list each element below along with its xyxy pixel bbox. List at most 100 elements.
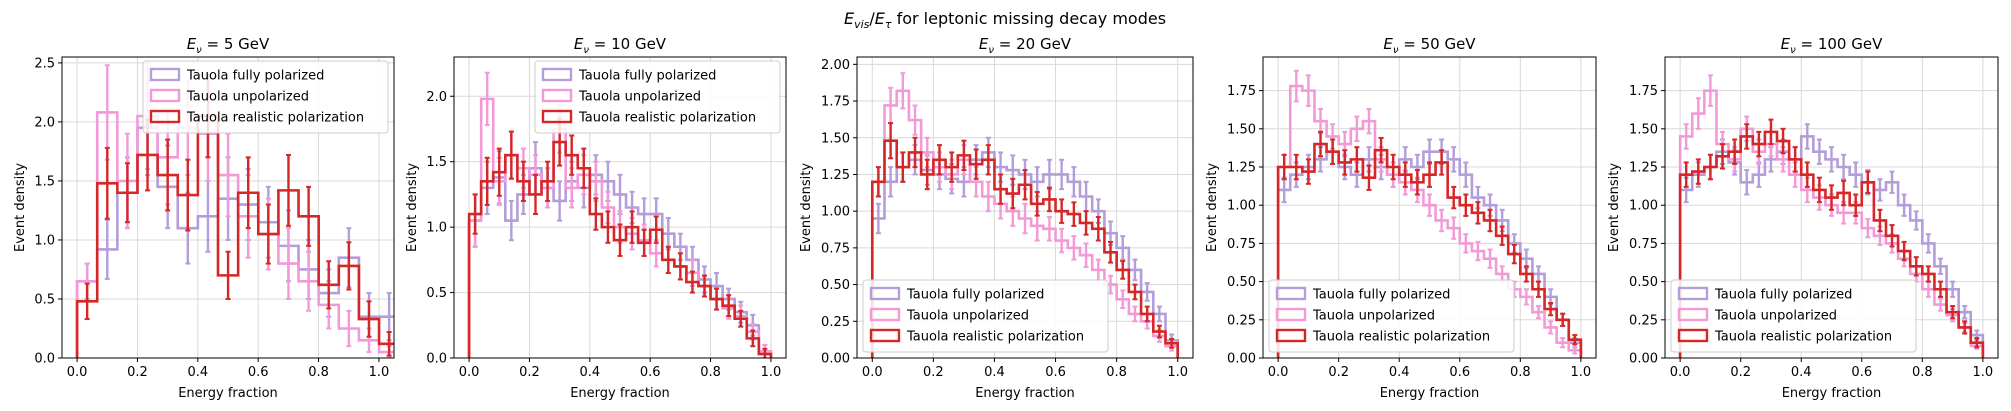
legend-box [142,60,389,134]
error-bar [1132,283,1138,301]
error-bar [1925,233,1931,254]
error-bar [1962,305,1968,320]
y-tick-label: 1.75 [821,95,850,110]
legend: Tauola fully polarized Tauola unpolarized… [534,60,781,134]
legend-label: Tauola fully polarized [906,288,1044,303]
error-bar [285,153,291,227]
error-bar [1560,337,1566,349]
error-bar [617,223,623,257]
panels: 0.0 0.2 0.4 0.6 0.8 1.0 0.0 0.5 1.0 1.5 2.0 2.5 Ener… [13,35,1999,401]
legend-item: Tauola unpolarized [541,88,701,105]
y-tick-label: 1.50 [1629,122,1658,137]
histogram-step [1678,89,1985,358]
legend-box [534,60,781,134]
x-tick-label: 0.2 [519,365,540,380]
x-tick-label: 0.8 [1510,365,1531,380]
legend: Tauola fully polarized Tauola unpolarized… [142,60,389,134]
x-tick-label: 0.0 [1268,365,1289,380]
panel-title: Eν = 20 GeV [979,35,1072,56]
legend-box [862,279,1109,353]
error-bar [124,162,130,224]
y-tick-label: 1.00 [1629,199,1658,214]
legend-label: Tauola fully polarized [578,69,716,84]
histogram-step [467,166,773,358]
x-tick-label: 0.2 [127,365,148,380]
error-bar [1169,337,1175,349]
error-bar [1816,176,1822,204]
error-bar [165,138,171,212]
x-tick-label: 0.8 [1912,365,1933,380]
error-bar [1463,233,1469,254]
figure-title: Evis/Eτ for leptonic missing decay modes [844,9,1166,31]
error-bar [306,250,312,312]
error-bar [1695,97,1701,130]
error-bar [185,158,191,232]
error-bar [1354,115,1360,143]
error-bar [1022,202,1028,235]
error-bar [285,227,291,300]
error-bar [1305,74,1311,107]
error-bar [1281,153,1287,181]
legend: Tauola fully polarized Tauola unpolarized… [1670,279,1917,353]
y-tick-label: 0.25 [1227,313,1256,328]
series-3 [467,117,773,358]
legend-swatch [149,67,181,82]
error-bar [912,104,918,136]
error-bar [1937,280,1943,298]
error-bar [1841,153,1847,181]
error-bar [84,282,90,321]
error-bar [1548,320,1554,335]
x-axis-label: Energy fraction [1782,386,1882,401]
panel-2: 0.0 0.2 0.4 0.6 0.8 1.0 0.0 0.5 1.0 1.5 2.0 Energy … [405,35,787,401]
legend-label: Tauola unpolarized [906,309,1029,324]
y-tick-label: 0.25 [1629,313,1658,328]
series-3 [1678,118,1985,358]
y-tick-label: 1.0 [426,221,447,236]
error-bar [1034,191,1040,217]
legend-label: Tauola fully polarized [1312,288,1450,303]
error-bar [1071,235,1077,261]
error-bar [1330,138,1336,165]
legend-swatch [1677,307,1709,322]
error-bar [1427,161,1432,188]
legend-item: Tauola fully polarized [1275,286,1450,303]
error-bar [1354,146,1360,173]
error-bar [1889,170,1895,194]
series-3 [1276,130,1583,358]
axes-frame [453,56,787,359]
error-bar [104,218,110,280]
error-bar [545,160,551,202]
error-bar [1804,161,1810,188]
y-tick-label: 1.5 [426,155,447,170]
x-tick-label: 0.4 [1389,365,1410,380]
histogram-step [1276,142,1583,358]
error-bar [1535,305,1541,320]
y-tick-label: 1.75 [1227,84,1256,99]
error-bar [900,151,906,183]
x-tick-label: 0.8 [1106,365,1127,380]
error-bar [1108,274,1114,295]
error-bar [738,309,744,328]
x-tick-label: 0.2 [1730,365,1751,380]
y-tick-label: 2.00 [821,58,850,73]
y-tick-label: 0.5 [426,286,447,301]
x-tick-label: 0.4 [984,365,1005,380]
error-bar [1913,210,1919,231]
error-bar [888,122,894,160]
legend-item: Tauola realistic polarization [541,109,756,126]
error-bar [1390,153,1396,181]
error-bar [641,228,647,257]
legend-label: Tauola unpolarized [578,90,701,105]
legend-item: Tauola realistic polarization [869,328,1084,345]
legend-item: Tauola realistic polarization [1275,328,1490,345]
legend-swatch [541,88,573,103]
x-tick-label: 1.0 [1167,365,1188,380]
error-bar [593,197,599,231]
y-tick-label: 1.25 [821,168,850,183]
error-bar [1293,153,1299,181]
y-axis-label: Event density [1205,163,1220,252]
y-axis-label: Event density [405,163,420,252]
error-bar [245,156,251,230]
legend-item: Tauola fully polarized [1677,286,1852,303]
legend-label: Tauola unpolarized [1312,309,1435,324]
